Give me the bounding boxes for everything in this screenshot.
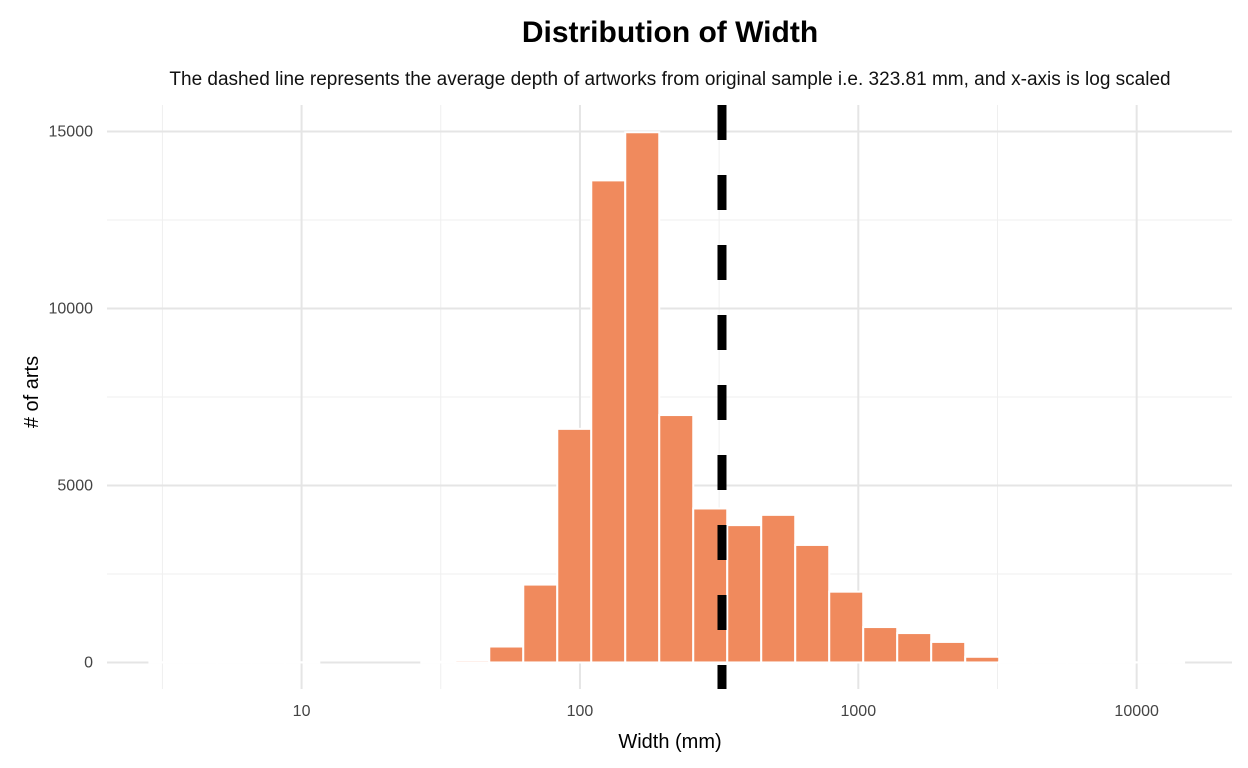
histogram-bar-23	[930, 640, 967, 664]
histogram-bar-25	[998, 660, 1035, 664]
histogram-bar-9	[454, 659, 491, 664]
x-tick-label-1: 100	[567, 703, 594, 720]
histogram-bar-17	[726, 524, 763, 664]
histogram-bar-12	[556, 427, 593, 664]
y-tick-label-2: 10000	[49, 301, 94, 318]
histogram-bar-19	[794, 543, 831, 664]
x-tick-label-3: 10000	[1114, 703, 1159, 720]
histogram-bar-15	[658, 414, 695, 664]
histogram-bar-20	[828, 590, 865, 664]
x-tick-label-2: 1000	[841, 703, 877, 720]
histogram-bar-18	[760, 513, 797, 664]
y-tick-label-3: 15000	[49, 124, 94, 141]
histogram-bar-11	[522, 583, 559, 664]
x-tick-label-0: 10	[293, 703, 311, 720]
chart-title: Distribution of Width	[522, 16, 818, 49]
histogram-bar-24	[964, 655, 1001, 664]
y-tick-label-0: 0	[84, 654, 93, 671]
histogram-bar-10	[488, 645, 525, 664]
histogram-bar-8	[420, 660, 457, 664]
chart-subtitle: The dashed line represents the average d…	[169, 69, 1170, 90]
histogram-bar-21	[862, 626, 899, 664]
histogram-bar-14	[624, 131, 661, 664]
bars-layer	[148, 131, 1186, 664]
tick-label-layer: 10 100 1000 10000 0 5000 10000 15000	[49, 124, 1160, 720]
histogram-bar-13	[590, 179, 627, 664]
y-tick-label-1: 5000	[57, 477, 93, 494]
histogram-bar-22	[896, 632, 933, 664]
x-axis-title: Width (mm)	[618, 731, 721, 753]
y-axis-title: # of arts	[21, 356, 43, 428]
